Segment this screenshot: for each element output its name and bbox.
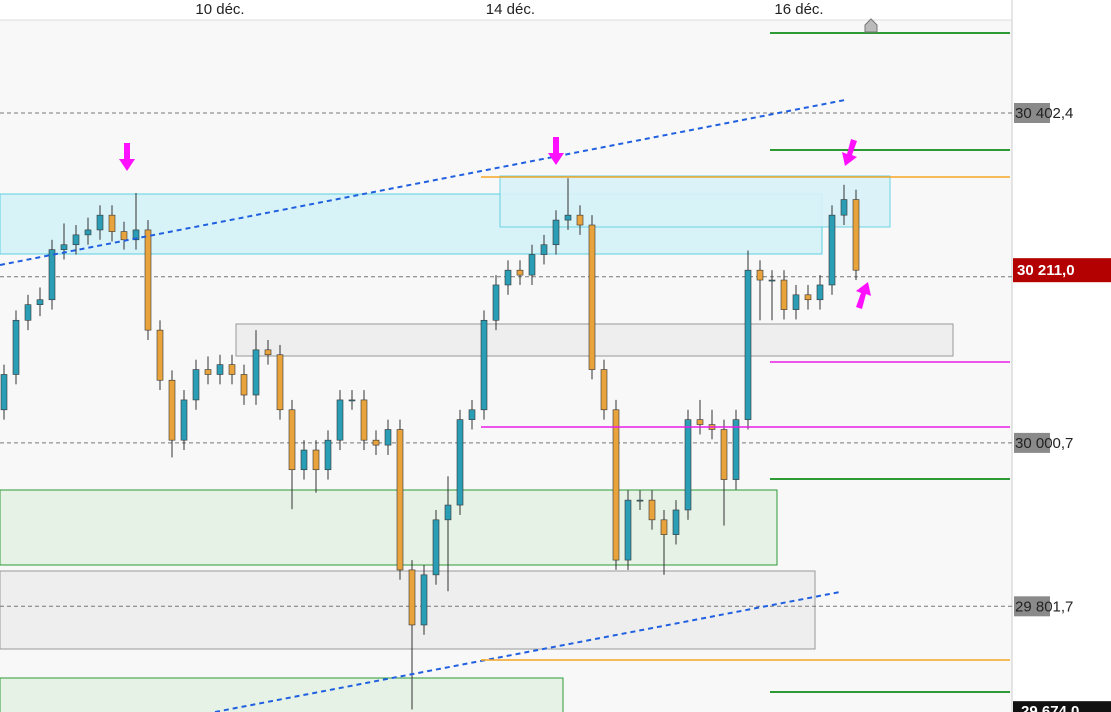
candle-body (588, 224, 596, 370)
candle-body (156, 329, 164, 381)
candle-body (624, 499, 632, 561)
candle-body (348, 399, 356, 402)
arrow-up (856, 282, 871, 309)
candle-body (12, 319, 20, 375)
candle-body (252, 349, 260, 396)
candle-body (468, 409, 476, 420)
candle-body (660, 519, 668, 535)
candle-body (516, 269, 524, 276)
candle-body (444, 504, 452, 521)
candle-body (372, 439, 380, 446)
candle-body (852, 199, 860, 271)
x-tick-label: 16 déc. (774, 1, 823, 18)
candle-body (336, 399, 344, 441)
candle-body (696, 419, 704, 425)
trend-line (214, 591, 841, 712)
x-tick-label: 14 déc. (486, 1, 535, 18)
candle-body (768, 279, 776, 282)
arrow-down (548, 137, 564, 165)
last-price-box (1013, 258, 1111, 283)
candle-body (408, 569, 416, 626)
candle-body (552, 219, 560, 246)
candle-body (108, 214, 116, 232)
price-labels: 30 402,4 30 000,7 29 801,7 30 211,0 29 674,0 (1013, 103, 1111, 712)
price-label-box (1014, 432, 1050, 453)
candle-body (84, 229, 92, 236)
candle-body (744, 269, 752, 420)
candle-body (780, 279, 788, 310)
candle-body (72, 234, 80, 246)
candle-body (132, 229, 140, 241)
candle-body (60, 244, 68, 250)
candle-body (504, 269, 512, 286)
zones (0, 175, 954, 712)
candle-body (792, 294, 800, 310)
candle-body (48, 249, 56, 301)
neutral-zone (0, 570, 816, 650)
candle-body (600, 369, 608, 411)
candle-body (648, 499, 656, 521)
x-tick-label: 10 déc. (195, 1, 244, 18)
candle-body (480, 319, 488, 411)
candle-body (120, 231, 128, 241)
last-price-label: 30 211,0 (1017, 262, 1075, 279)
candle-body (756, 269, 764, 281)
candle-body (36, 299, 44, 305)
price-label-box (1014, 596, 1050, 617)
bottom-price-box (1013, 701, 1111, 712)
price-label-box (1014, 103, 1050, 124)
candle-body (0, 374, 8, 411)
candle-body (228, 364, 236, 375)
candle-body (312, 449, 320, 471)
y-tick-label: 30 402,4 (1015, 105, 1073, 122)
candle-body (96, 214, 104, 231)
candle-body (456, 419, 464, 506)
support-zone (0, 489, 778, 566)
y-tick-label: 29 801,7 (1015, 598, 1073, 615)
candle-body (528, 254, 536, 276)
candle-body (420, 574, 428, 626)
candle-body (288, 409, 296, 471)
candle-body (204, 369, 212, 375)
candle-body (840, 199, 848, 216)
candle-body (720, 429, 728, 480)
candle-body (168, 379, 176, 441)
candle-body (432, 519, 440, 576)
arrow-down (842, 139, 857, 166)
candle-body (540, 244, 548, 255)
candle-body (324, 439, 332, 471)
candle-body (576, 214, 584, 226)
candle-body (24, 304, 32, 321)
candle-body (240, 374, 248, 396)
candle-body (564, 214, 572, 221)
candle-body (396, 429, 404, 571)
candle-body (216, 364, 224, 375)
candle-body (684, 419, 692, 511)
support-zone (0, 677, 564, 712)
candle-body (672, 509, 680, 535)
bottom-price-label: 29 674,0 (1021, 703, 1079, 712)
y-tick-label: 30 000,7 (1015, 435, 1073, 452)
candle-body (384, 429, 392, 446)
arrow-down (119, 143, 135, 171)
candles (0, 178, 860, 710)
candle-body (612, 409, 620, 561)
candle-body (264, 349, 272, 356)
candle-body (732, 419, 740, 480)
candle-body (360, 399, 368, 441)
candle-body (144, 229, 152, 331)
candle-body (276, 354, 284, 411)
candle-body (636, 499, 644, 502)
candle-body (180, 399, 188, 441)
candle-body (804, 294, 812, 301)
candle-body (816, 284, 824, 301)
candle-body (828, 214, 836, 286)
candle-body (300, 449, 308, 471)
home-marker (864, 18, 878, 33)
drawings (0, 18, 1010, 712)
candle-body (492, 284, 500, 321)
candle-body (192, 369, 200, 401)
